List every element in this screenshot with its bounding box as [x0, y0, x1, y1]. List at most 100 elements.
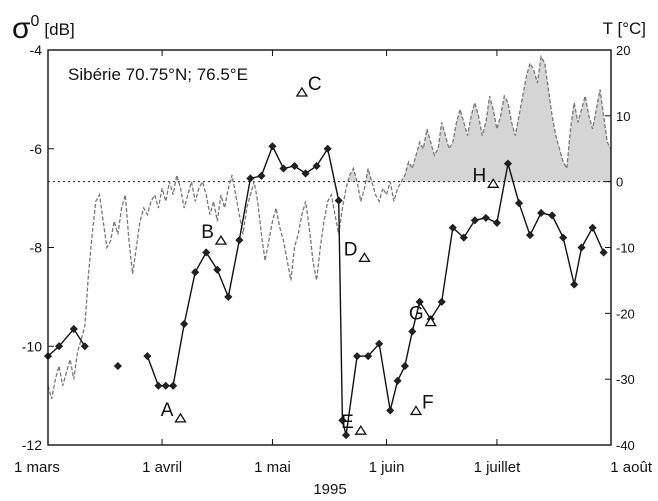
- sigma0-point: [353, 352, 362, 361]
- sigma0-point: [364, 352, 373, 361]
- sigma0-point: [514, 199, 524, 208]
- sigma0-point: [224, 292, 233, 301]
- sigma0-point: [599, 248, 608, 257]
- sigma0-point: [202, 248, 211, 257]
- left-axis-tick-label: -10: [22, 338, 42, 354]
- x-axis-tick-label: 1 avril: [142, 459, 182, 476]
- sigma0-point: [437, 297, 446, 306]
- x-axis-tick-label: 1 juillet: [474, 459, 522, 476]
- temperature-series-layer: [47, 54, 612, 400]
- sigma0-point: [312, 162, 321, 171]
- event-marker-a: [174, 412, 187, 423]
- left-axis-tick-label: -4: [30, 42, 43, 58]
- sigma0-point: [470, 216, 479, 225]
- sigma0-point: [113, 361, 122, 371]
- event-label-b: B: [201, 222, 214, 243]
- sigma0-point: [290, 162, 299, 171]
- right-axis-tick-label: 20: [616, 43, 630, 58]
- sigma0-point: [161, 381, 170, 390]
- sigma0-point: [180, 320, 189, 329]
- right-axis-tick-label: -40: [616, 438, 635, 453]
- x-axis-tick-label: 1 mars: [14, 459, 60, 476]
- left-axis-tick-label: -12: [22, 437, 42, 453]
- sigma0-point: [393, 376, 402, 385]
- sigma0-point: [375, 339, 384, 348]
- left-axis-tick-label: -8: [30, 240, 43, 256]
- sigma0-series-layer: [43, 142, 608, 440]
- sigma0-point: [143, 352, 152, 361]
- sigma0-point: [588, 223, 597, 232]
- sigma0-point: [386, 406, 395, 415]
- temperature-line: [47, 54, 612, 400]
- left-axis-symbol: σ: [12, 12, 31, 45]
- temperature-warm-area: [401, 56, 611, 182]
- sigma0-point: [213, 265, 222, 274]
- event-marker-layer: A B C D E F G H: [161, 74, 500, 435]
- right-axis-tick-label: -10: [616, 241, 635, 256]
- event-label-h: H: [473, 165, 487, 186]
- event-label-e: E: [341, 412, 354, 433]
- sigma0-point: [55, 342, 64, 351]
- sigma0-line: [47, 327, 86, 357]
- sigma0-point: [577, 243, 586, 252]
- sigma0-line: [146, 144, 605, 436]
- sigma0-point: [279, 164, 288, 173]
- sigma0-point: [80, 342, 89, 351]
- right-axis-tick-label: 0: [616, 175, 623, 190]
- location-annotation: Sibérie 70.75°N; 76.5°E: [68, 65, 248, 84]
- sigma0-point: [235, 236, 244, 245]
- left-axis-superscript: 0: [31, 13, 40, 30]
- temperature-warm-area: [347, 168, 358, 182]
- sigma0-point: [154, 381, 163, 390]
- event-label-c: C: [308, 74, 322, 95]
- sigma0-point: [246, 174, 255, 183]
- sigma0-point: [548, 211, 557, 220]
- event-label-a: A: [161, 400, 174, 421]
- left-axis-tick-label: -6: [30, 141, 43, 157]
- x-axis-tick-label: 1 mai: [254, 459, 291, 476]
- right-axis-tick-label: -20: [616, 306, 635, 321]
- sigma0-point: [169, 381, 178, 390]
- sigma0-point: [415, 297, 424, 306]
- x-axis-tick-label: 1 août: [610, 459, 653, 476]
- sigma0-point: [448, 223, 457, 232]
- event-marker-e: [354, 424, 367, 435]
- sigma0-point: [459, 233, 468, 242]
- sigma0-point: [301, 169, 310, 178]
- x-axis-tick-label: 1 juin: [369, 459, 405, 476]
- right-axis-tick-label: -30: [616, 372, 635, 387]
- sigma0-point: [191, 268, 200, 277]
- sigma0-point: [526, 231, 535, 240]
- sigma0-point: [69, 324, 78, 333]
- event-label-f: F: [422, 392, 434, 413]
- sigma0-point: [323, 144, 332, 153]
- sigma0-point: [408, 327, 417, 336]
- sigma0-point: [257, 171, 266, 180]
- axis-layer: -4 -6 -8 -10 -12 20 10 0 -10 -20 -30 -40 1 mars 1 avr…: [14, 42, 653, 476]
- sigma0-point: [481, 213, 490, 222]
- sigma0-point: [400, 361, 409, 371]
- sigma0-point: [342, 431, 351, 440]
- event-marker-f: [409, 405, 423, 416]
- x-axis-year-label: 1995: [313, 481, 346, 498]
- event-marker-g: [424, 316, 437, 327]
- right-axis-tick-label: 10: [616, 109, 630, 124]
- right-axis-title: T [°C]: [603, 19, 646, 38]
- event-marker-h: [487, 178, 500, 188]
- sigma0-point: [503, 159, 512, 168]
- event-marker-c: [295, 86, 309, 97]
- event-marker-b: [214, 234, 228, 245]
- event-label-g: G: [409, 304, 424, 325]
- sigma0-point: [334, 196, 343, 205]
- left-axis-unit: [dB]: [44, 20, 74, 39]
- sigma0-point: [537, 208, 546, 217]
- event-marker-d: [358, 252, 371, 263]
- left-axis-title: σ0 [dB]: [12, 12, 75, 45]
- sigma0-point: [338, 416, 347, 425]
- sigma0-point: [559, 233, 568, 242]
- event-label-d: D: [344, 239, 358, 260]
- sigma0-point: [492, 218, 501, 227]
- sigma0-point: [570, 280, 579, 289]
